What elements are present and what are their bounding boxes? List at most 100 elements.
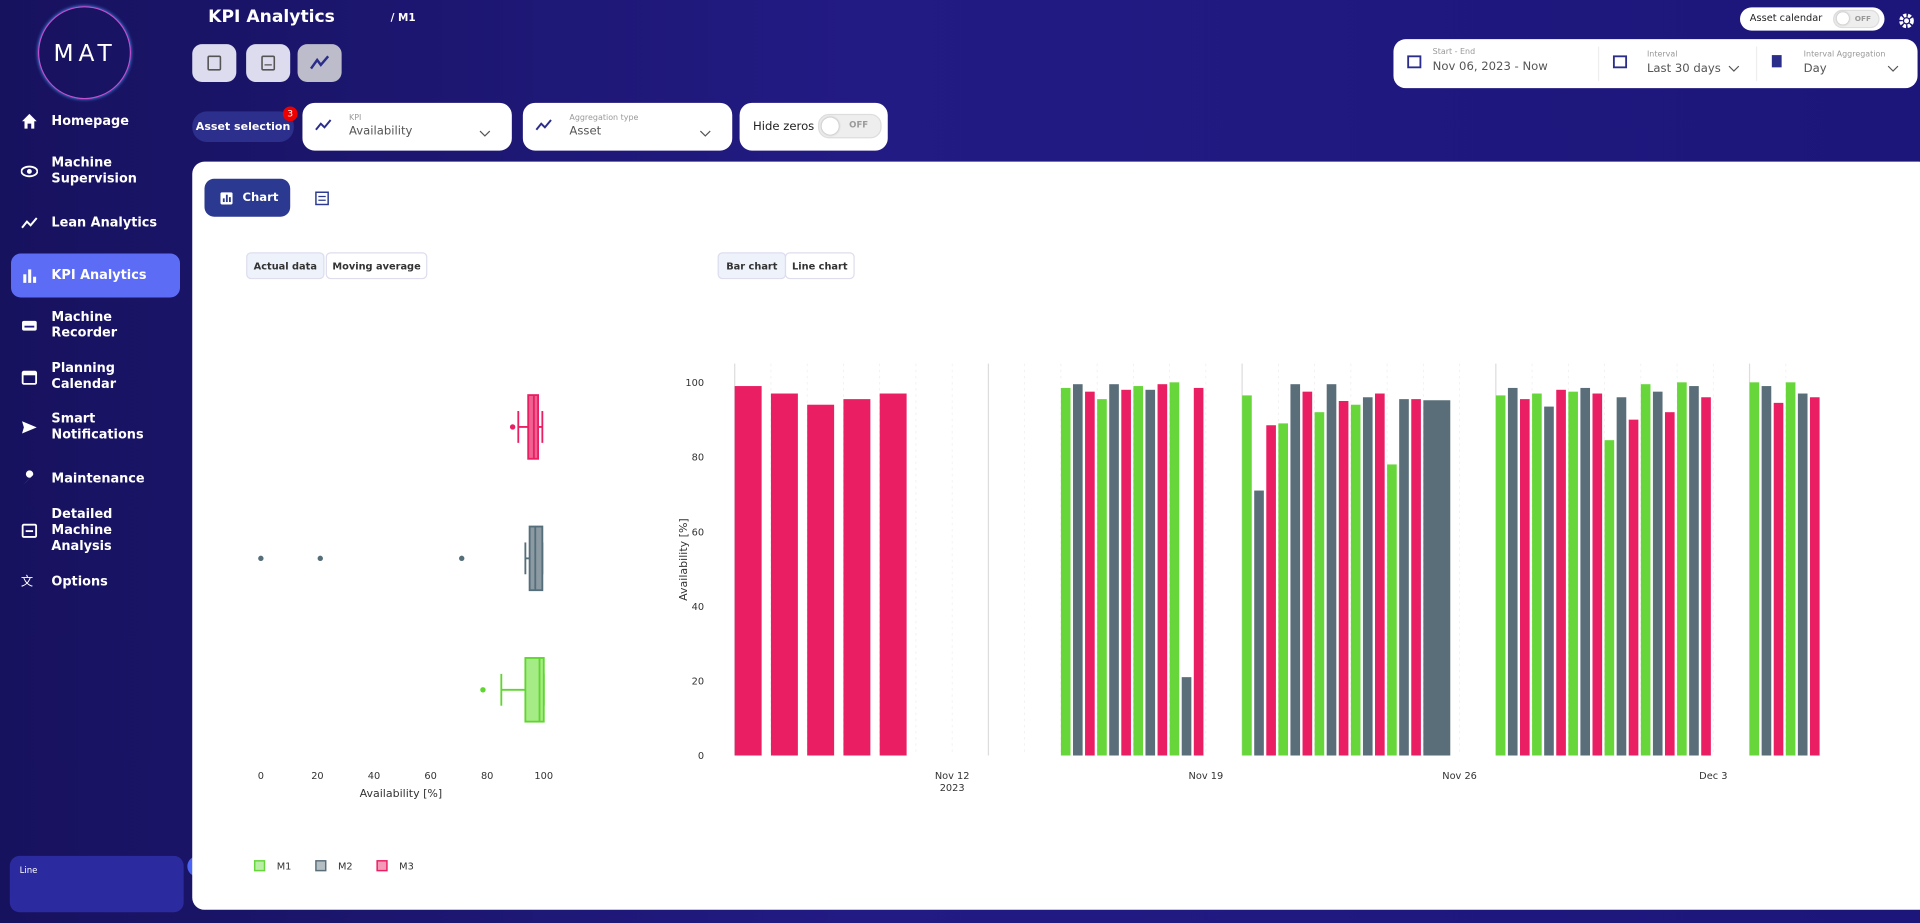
bar xyxy=(1133,386,1144,756)
asset-selection-button[interactable]: Asset selection xyxy=(192,111,294,143)
x-tick-label: 80 xyxy=(481,771,493,782)
bar xyxy=(1797,393,1808,756)
chart-tab-label: Chart xyxy=(242,191,279,205)
x-tick-label: Nov 12 xyxy=(935,771,970,782)
bar xyxy=(1302,391,1313,756)
nav-item[interactable]: Lean Analytics xyxy=(11,201,180,245)
bar xyxy=(1677,382,1687,756)
nav-item[interactable]: Machine Recorder xyxy=(11,304,180,348)
bar xyxy=(1749,382,1760,756)
bar xyxy=(1604,440,1615,756)
bar xyxy=(1785,382,1796,756)
settings-icon[interactable] xyxy=(1898,12,1915,29)
moving-average-toggle[interactable]: Moving average xyxy=(325,252,428,280)
toggle-text: OFF xyxy=(849,120,869,130)
bar xyxy=(1592,393,1603,756)
bar xyxy=(1193,387,1204,756)
bar xyxy=(879,393,907,756)
bar xyxy=(1072,384,1083,756)
bar xyxy=(1109,384,1119,756)
line-selector[interactable]: Line xyxy=(9,855,184,913)
line-chart-toggle[interactable]: Line chart xyxy=(784,252,855,280)
bar xyxy=(1628,419,1639,756)
control-value[interactable]: Last 30 days xyxy=(1646,62,1721,76)
bar xyxy=(1060,387,1071,756)
hide-zeros-label: Hide zeros xyxy=(753,120,815,134)
legend-swatch xyxy=(253,860,266,872)
bar xyxy=(807,404,835,756)
nav-item[interactable]: Planning Calendar xyxy=(11,355,180,399)
view-button[interactable] xyxy=(192,44,237,83)
control-label: Start - End xyxy=(1432,46,1476,57)
x-tick-label: 40 xyxy=(368,771,380,782)
nav-item[interactable]: Homepage xyxy=(11,99,180,143)
bar xyxy=(1568,391,1578,756)
y-tick-label: 80 xyxy=(692,453,704,464)
bar xyxy=(1495,395,1506,756)
hide-zeros-toggle[interactable]: OFF xyxy=(817,113,882,139)
table-tab[interactable] xyxy=(315,191,330,206)
nav-item[interactable]: Detailed Machine Analysis xyxy=(11,506,180,553)
y-tick-label: 100 xyxy=(685,378,704,389)
y-tick-label: 20 xyxy=(692,677,704,688)
kpi-select[interactable]: KPI Availability xyxy=(302,102,512,151)
chart-tab[interactable]: Chart xyxy=(204,178,291,217)
hide-zeros: Hide zeros OFF xyxy=(739,102,888,151)
bar xyxy=(1809,397,1820,756)
bar xyxy=(1278,423,1289,756)
bar xyxy=(1773,402,1784,756)
outlier xyxy=(317,555,323,562)
control-value[interactable]: Day xyxy=(1803,62,1827,76)
bar xyxy=(1085,391,1095,756)
x-tick-label: 20 xyxy=(311,771,323,782)
bar xyxy=(1350,404,1361,756)
breadcrumb: / M1 xyxy=(390,12,416,25)
bar xyxy=(843,399,871,756)
bar xyxy=(1338,400,1349,756)
nav-label: Machine Supervision xyxy=(51,155,137,187)
x-tick-label: 100 xyxy=(534,771,553,782)
bar xyxy=(1290,384,1301,756)
bar xyxy=(1399,399,1409,756)
x-tick-label: Nov 19 xyxy=(1189,771,1224,782)
x-axis-label: Availability [%] xyxy=(360,787,443,800)
bar xyxy=(1520,399,1530,756)
bar xyxy=(1169,382,1180,756)
nav-label: Maintenance xyxy=(51,470,145,486)
nav-item[interactable]: Smart Notifications xyxy=(11,405,180,449)
view-button[interactable] xyxy=(246,44,291,83)
y-axis-label: Availability [%] xyxy=(677,518,690,601)
aggregation-label: Aggregation type xyxy=(569,112,639,123)
asset-count-badge: 3 xyxy=(282,106,298,122)
nav-item[interactable]: Machine Supervision xyxy=(11,149,180,193)
asset-calendar-toggle[interactable]: OFF xyxy=(1833,9,1880,29)
control-value[interactable]: Nov 06, 2023 - Now xyxy=(1432,60,1548,74)
bar xyxy=(1580,387,1591,756)
line-label: Line xyxy=(19,865,38,876)
bar xyxy=(1254,490,1264,756)
svg-text:文: 文 xyxy=(21,573,33,588)
bar xyxy=(1266,425,1276,756)
asset-calendar[interactable]: Asset calendar OFF xyxy=(1740,7,1885,31)
actual-data-toggle[interactable]: Actual data xyxy=(246,252,325,280)
x-tick-label: 0 xyxy=(258,771,264,782)
view-button[interactable] xyxy=(297,44,342,83)
nav-item[interactable]: KPI Analytics xyxy=(11,253,181,298)
bar xyxy=(1701,397,1711,756)
nav-item[interactable]: 文 Options xyxy=(11,560,180,604)
x-tick-label: Nov 26 xyxy=(1442,771,1477,782)
x-tick-label: 60 xyxy=(424,771,436,782)
bar xyxy=(770,393,798,756)
aggregation-select[interactable]: Aggregation type Asset xyxy=(522,102,733,151)
bar xyxy=(1640,384,1651,756)
bar-chart-toggle[interactable]: Bar chart xyxy=(717,252,787,280)
legend-swatch xyxy=(376,860,388,872)
bar xyxy=(1411,399,1421,756)
bar xyxy=(1664,412,1675,756)
bar xyxy=(1362,397,1373,756)
legend-label: M3 xyxy=(399,861,414,872)
bar xyxy=(1121,389,1131,756)
bar xyxy=(1145,389,1156,756)
nav-item[interactable]: Maintenance xyxy=(11,457,180,501)
